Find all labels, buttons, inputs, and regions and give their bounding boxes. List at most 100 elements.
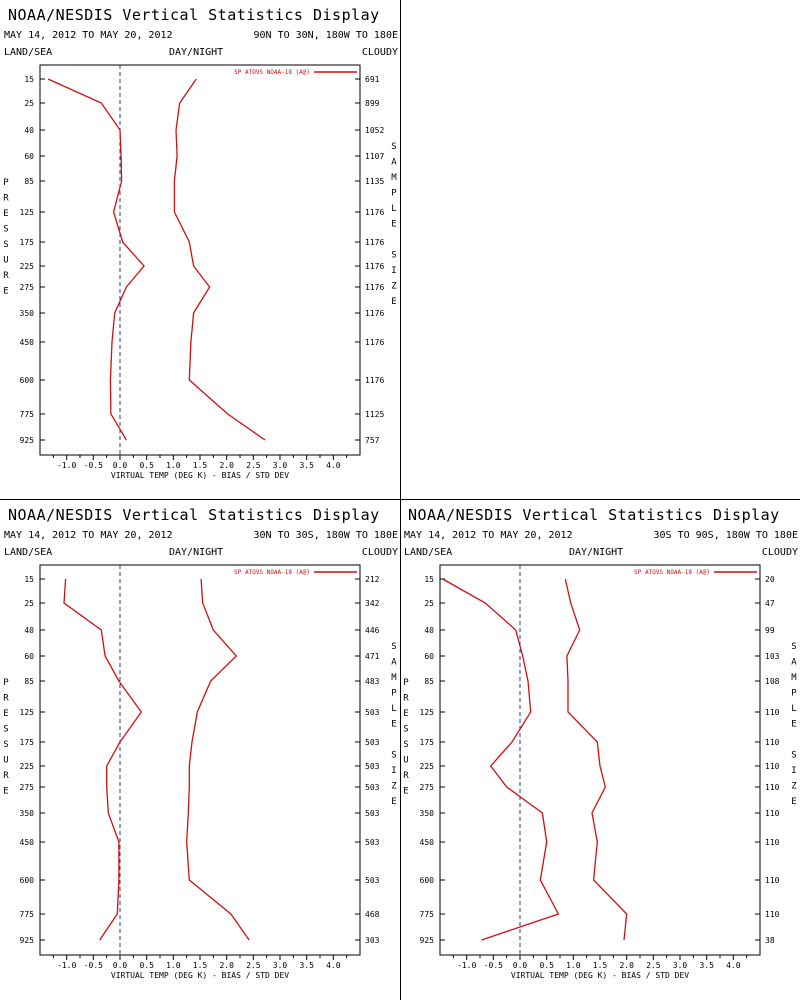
x-axis-label: VIRTUAL TEMP (DEG K) - BIAS / STD DEV <box>111 971 289 980</box>
pressure-level-label: 350 <box>20 309 35 318</box>
pressure-level-label: 600 <box>420 876 435 885</box>
land-sea-label: LAND/SEA <box>4 547 53 558</box>
region-label: 30N TO 30S, 180W TO 180E <box>253 530 399 541</box>
sample-size-axis-letter: P <box>791 689 797 699</box>
sample-size-axis-letter: E <box>391 220 396 230</box>
x-tick-label: 0.5 <box>139 461 154 470</box>
pressure-level-label: 925 <box>20 936 35 945</box>
sample-size-label: 503 <box>365 876 380 885</box>
sample-size-label: 899 <box>365 99 380 108</box>
sample-size-label: 503 <box>365 783 380 792</box>
x-tick-label: 2.5 <box>246 461 261 470</box>
x-tick-label: 3.0 <box>673 961 688 970</box>
legend-label: SP ATOVS NOAA-18 (A@) <box>234 569 310 576</box>
day-night-label: DAY/NIGHT <box>169 47 224 58</box>
series-line-bias <box>442 578 560 941</box>
pressure-level-label: 450 <box>20 338 35 347</box>
pressure-axis-letter: R <box>3 694 9 704</box>
x-tick-label: 3.0 <box>273 961 288 970</box>
x-tick-label: -0.5 <box>84 461 103 470</box>
sample-size-axis-letter: L <box>391 204 396 214</box>
x-tick-label: 4.0 <box>326 461 341 470</box>
sample-size-label: 110 <box>765 783 780 792</box>
sample-size-label: 468 <box>365 910 380 919</box>
pressure-level-label: 60 <box>424 652 434 661</box>
sample-size-label: 1176 <box>365 262 384 271</box>
pressure-level-label: 600 <box>20 876 35 885</box>
sample-size-label: 1176 <box>365 208 384 217</box>
empty-panel <box>400 0 800 500</box>
day-night-label: DAY/NIGHT <box>569 547 624 558</box>
sample-size-label: 110 <box>765 738 780 747</box>
pressure-axis-letter: P <box>3 678 9 688</box>
sample-size-label: 1135 <box>365 177 384 186</box>
sample-size-label: 103 <box>765 652 780 661</box>
sample-size-label: 303 <box>365 936 380 945</box>
x-axis-label: VIRTUAL TEMP (DEG K) - BIAS / STD DEV <box>511 971 689 980</box>
pressure-level-label: 85 <box>24 677 34 686</box>
chart-svg: -1.0 -0.5 0.0 0.5 1.0 1.5 2.0 2.5 3.0 3.5 4.0 VIRTU… <box>403 564 797 980</box>
land-sea-label: LAND/SEA <box>404 547 453 558</box>
x-axis-label: VIRTUAL TEMP (DEG K) - BIAS / STD DEV <box>111 471 289 480</box>
land-sea-label: LAND/SEA <box>4 47 53 58</box>
pressure-axis-letter: E <box>3 287 8 297</box>
pressure-axis-letter: R <box>403 771 409 781</box>
plot-frame <box>39 64 361 456</box>
sample-size-axis-letter: Z <box>391 282 397 292</box>
cloudy-label: CLOUDY <box>361 547 398 558</box>
sample-size-label: 110 <box>765 876 780 885</box>
region-label: 90N TO 30N, 180W TO 180E <box>253 30 399 41</box>
pressure-level-label: 225 <box>20 262 35 271</box>
pressure-axis-letter: E <box>403 787 408 797</box>
panel-title: NOAA/NESDIS Vertical Statistics Display <box>408 506 780 524</box>
x-tick-label: 2.5 <box>246 961 261 970</box>
sample-size-label: 1176 <box>365 376 384 385</box>
sample-size-label: 503 <box>365 708 380 717</box>
sample-size-label: 110 <box>765 708 780 717</box>
x-tick-label: 1.0 <box>566 961 581 970</box>
sample-size-label: 1125 <box>365 410 384 419</box>
cloudy-label: CLOUDY <box>361 47 398 58</box>
sample-size-axis-letter: S <box>391 142 396 152</box>
pressure-level-label: 175 <box>20 238 35 247</box>
sample-size-axis-letter: S <box>791 642 796 652</box>
sample-size-axis-letter: Z <box>391 782 397 792</box>
pressure-level-label: 775 <box>20 410 35 419</box>
pressure-level-label: 40 <box>24 626 34 635</box>
sample-size-axis-letter: L <box>391 704 396 714</box>
pressure-axis-letter: E <box>403 709 408 719</box>
x-tick-label: -1.0 <box>457 961 476 970</box>
pressure-axis-letter: S <box>3 740 8 750</box>
x-tick-label: 4.0 <box>326 961 341 970</box>
chart-panel-tropics: NOAA/NESDIS Vertical Statistics Display … <box>0 500 400 1000</box>
cloudy-label: CLOUDY <box>761 547 798 558</box>
pressure-axis-letter: S <box>3 725 8 735</box>
x-tick-label: 3.5 <box>299 961 314 970</box>
chart-panel-nh: NOAA/NESDIS Vertical Statistics Display … <box>0 0 400 500</box>
pressure-level-label: 600 <box>20 376 35 385</box>
sample-size-axis-letter: I <box>391 266 396 276</box>
sample-size-label: 38 <box>765 936 775 945</box>
sample-size-label: 1176 <box>365 309 384 318</box>
pressure-axis-letter: E <box>3 209 8 219</box>
date-range: MAY 14, 2012 TO MAY 20, 2012 <box>4 30 173 41</box>
pressure-level-label: 15 <box>24 75 34 84</box>
pressure-axis-letter: E <box>3 709 8 719</box>
chart-panel-sh: NOAA/NESDIS Vertical Statistics Display … <box>400 500 800 1000</box>
pressure-level-label: 275 <box>420 783 435 792</box>
pressure-level-label: 775 <box>420 910 435 919</box>
sample-size-axis-letter: M <box>391 173 397 183</box>
series-line-std-dev <box>564 578 628 941</box>
x-tick-label: 0.0 <box>113 961 128 970</box>
x-tick-label: 2.0 <box>219 461 234 470</box>
sample-size-label: 503 <box>365 838 380 847</box>
pressure-axis-letter: P <box>403 678 409 688</box>
x-tick-label: 2.0 <box>619 961 634 970</box>
sample-size-axis-letter: S <box>391 251 396 261</box>
pressure-axis-letter: U <box>403 756 408 766</box>
date-range: MAY 14, 2012 TO MAY 20, 2012 <box>4 530 173 541</box>
pressure-level-label: 225 <box>20 762 35 771</box>
series-line-bias <box>47 78 145 441</box>
sample-size-label: 1176 <box>365 338 384 347</box>
panel-title: NOAA/NESDIS Vertical Statistics Display <box>8 6 380 24</box>
